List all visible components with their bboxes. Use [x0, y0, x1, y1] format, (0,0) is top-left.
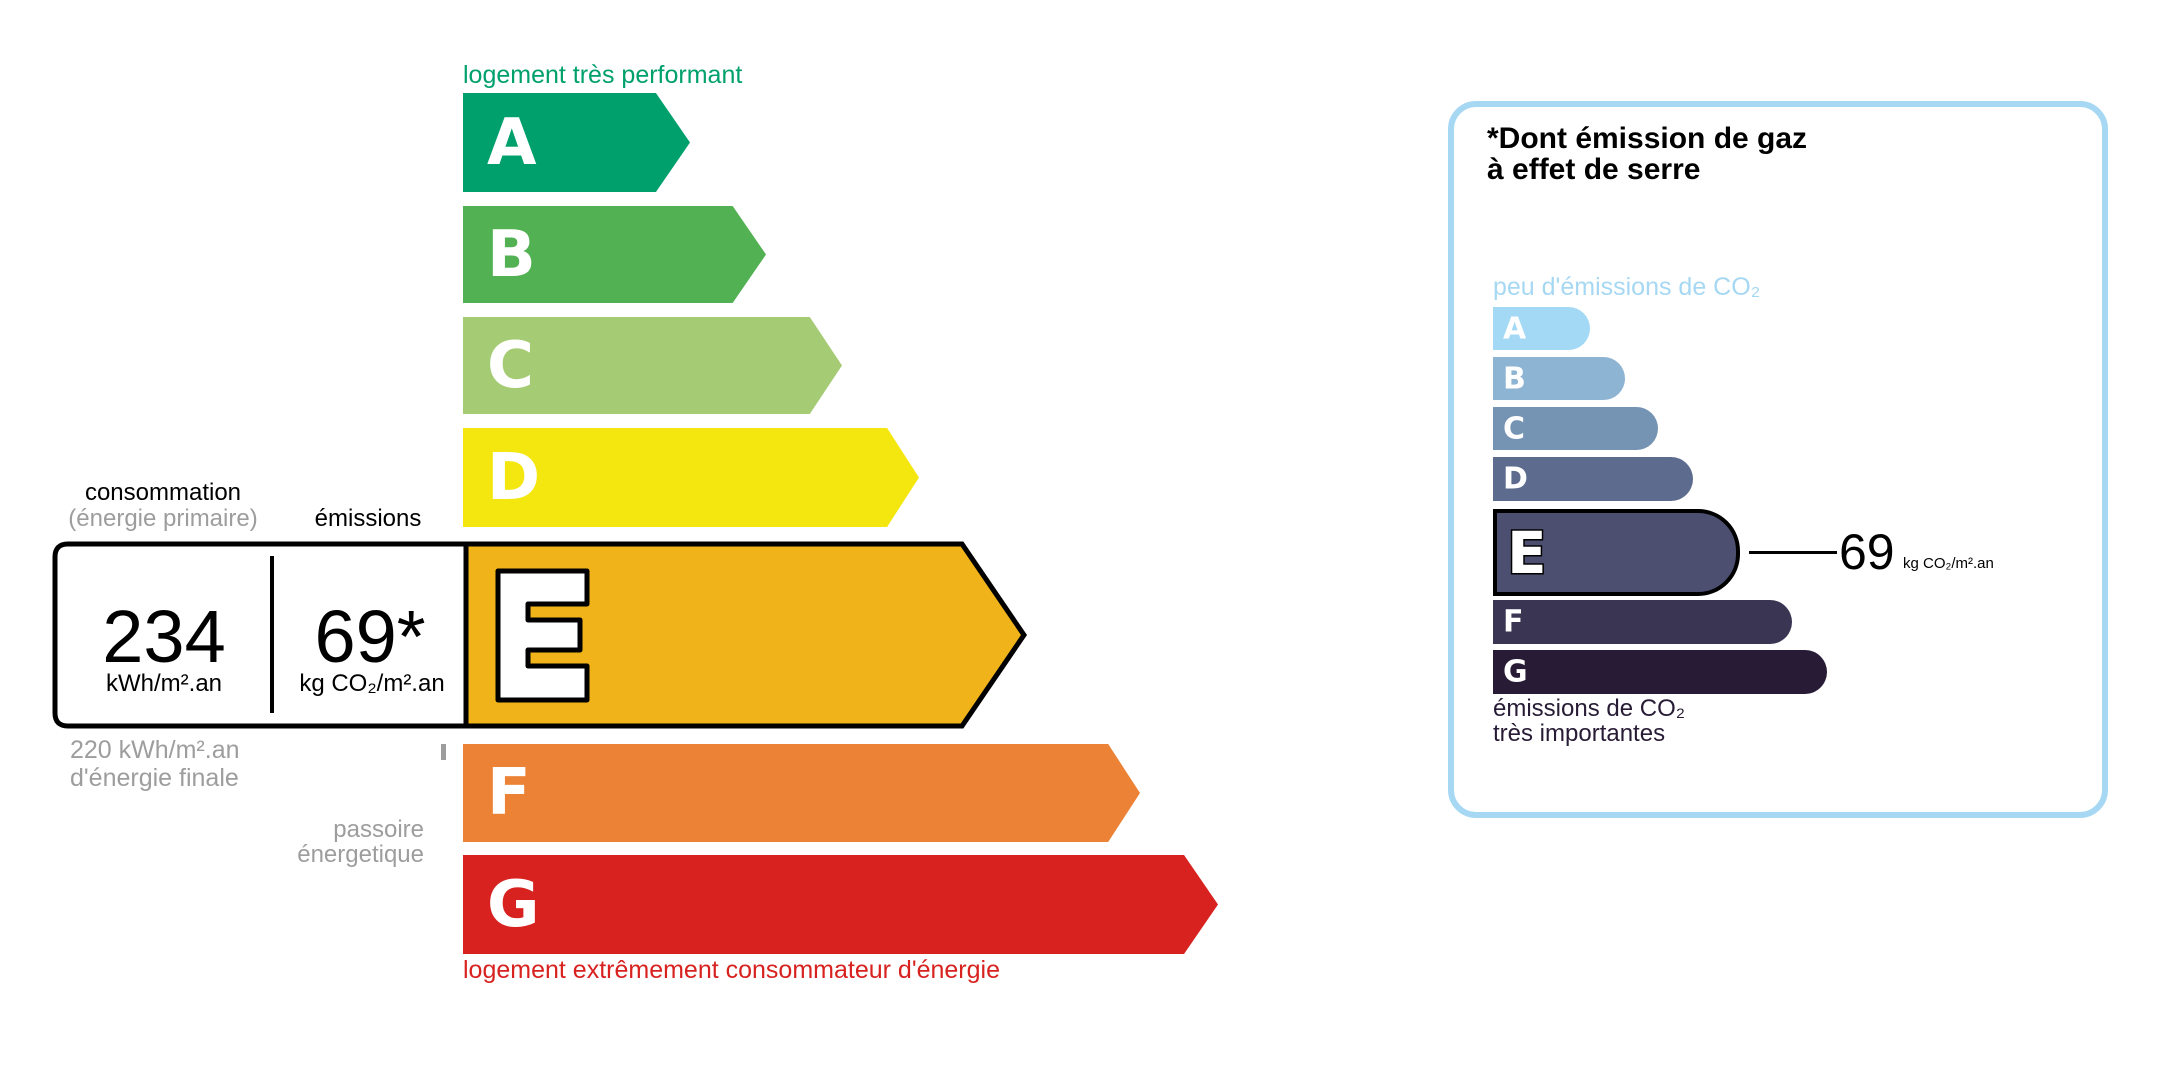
final-energy-value: 220 kWh/m².an: [70, 736, 240, 764]
passoire-label-2: énergetique: [297, 841, 424, 868]
class-letter: F: [487, 756, 531, 830]
value-box: [52, 541, 469, 729]
ghg-title-2: à effet de serre: [1487, 153, 1701, 186]
final-energy-label: d'énergie finale: [70, 764, 239, 792]
class-letter-e-outlined: [495, 568, 590, 703]
top-caption: logement très performant: [463, 61, 743, 89]
ghg-bar-g: G: [1493, 650, 1827, 694]
passoire-label-1: passoire: [333, 816, 424, 843]
emissions-value: 69*: [314, 595, 426, 678]
emissions-label: émissions: [314, 505, 422, 532]
class-bar-g: G: [463, 855, 1218, 954]
ghg-panel: [1448, 101, 2108, 818]
consumption-sublabel: (énergie primaire): [68, 505, 258, 532]
bottom-caption: logement extrêmement consommateur d'éner…: [463, 956, 1000, 984]
class-bar-c: C: [463, 317, 842, 414]
ghg-bottom-caption-1: émissions de CO₂: [1493, 695, 1686, 722]
ghg-bar-b: B: [1493, 357, 1625, 400]
ghg-letter: G: [1503, 654, 1528, 690]
ghg-bar-c: C: [1493, 407, 1658, 450]
class-letter: B: [487, 217, 536, 292]
class-bar-a: A: [463, 93, 690, 192]
class-letter: G: [487, 867, 540, 942]
ghg-letter: D: [1503, 461, 1528, 497]
ghg-bottom-caption-2: très importantes: [1493, 720, 1666, 747]
consumption-unit: kWh/m².an: [105, 670, 223, 697]
ghg-unit: kg CO₂/m².an: [1903, 555, 1994, 572]
ghg-title-1: *Dont émission de gaz: [1487, 122, 1808, 155]
ghg-letter: A: [1503, 311, 1527, 346]
ghg-bar-e: E: [1493, 509, 1740, 596]
class-letter: D: [487, 440, 541, 515]
ghg-letter: B: [1503, 361, 1526, 396]
passoire-bracket: [441, 744, 446, 760]
consumption-value: 234: [102, 595, 226, 678]
ghg-letter: F: [1503, 604, 1524, 640]
ghg-bar-f: F: [1493, 600, 1792, 644]
current-class-marker: [52, 541, 1028, 760]
ghg-letter: C: [1503, 411, 1526, 446]
class-bar-b: B: [463, 206, 766, 303]
ghg-bar-d: D: [1493, 457, 1693, 501]
class-letter: A: [487, 105, 537, 180]
ghg-value-leader: [1749, 551, 1837, 554]
emissions-unit: kg CO₂/m².an: [299, 670, 445, 697]
ghg-value: 69: [1839, 524, 1895, 580]
ghg-top-caption: peu d'émissions de CO₂: [1493, 273, 1761, 301]
class-bar-d: D: [463, 428, 919, 527]
class-letter: C: [487, 328, 534, 403]
class-bar-f: F: [463, 744, 1140, 842]
ghg-letter: E: [1506, 517, 1549, 588]
consumption-label: consommation: [84, 479, 242, 506]
ghg-bar-a: A: [1493, 307, 1590, 350]
